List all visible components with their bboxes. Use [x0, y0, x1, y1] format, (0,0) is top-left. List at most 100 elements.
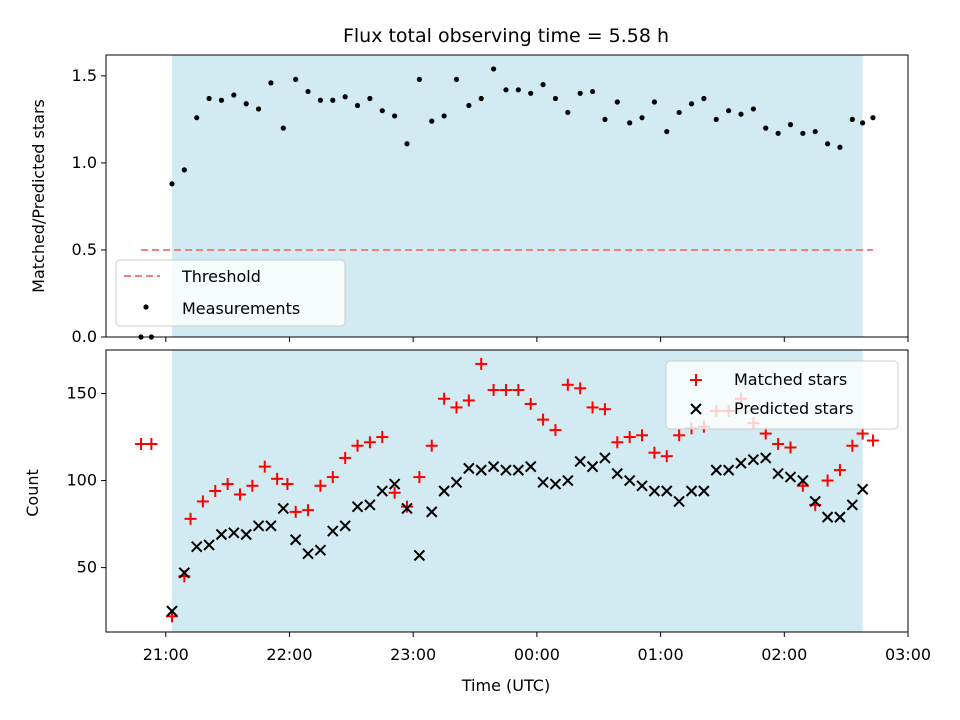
predicted-star-point — [525, 460, 537, 473]
x-axis-label: Time (UTC) — [461, 676, 550, 695]
measurement-point — [404, 141, 410, 147]
matched-star-point — [363, 436, 376, 449]
bottom-legend: Matched stars Predicted stars — [665, 360, 899, 430]
predicted-star-point — [438, 485, 450, 497]
predicted-star-point — [549, 478, 562, 490]
measurement-points — [138, 66, 876, 340]
measurement-point — [540, 81, 546, 88]
matched-star-point — [512, 384, 525, 397]
matched-star-point — [450, 401, 463, 414]
predicted-star-point — [376, 485, 388, 497]
predicted-star-point — [166, 605, 178, 617]
matched-star-point — [351, 439, 364, 452]
bottom-x-tick-label: 21:00 — [143, 645, 189, 664]
measurement-point — [589, 88, 596, 95]
matched-star-point — [821, 474, 834, 487]
predicted-star-point — [178, 567, 191, 579]
matched-star-point — [145, 438, 158, 450]
measurement-point — [206, 95, 212, 102]
predicted-star-point — [611, 467, 624, 480]
matched-star-point — [660, 450, 673, 463]
predicted-star-point — [834, 511, 846, 523]
bottom-x-tick-label: 03:00 — [885, 645, 931, 664]
predicted-star-point — [203, 539, 215, 551]
top-y-tick-label: 1.5 — [72, 66, 97, 85]
predicted-star-point — [475, 464, 487, 476]
matched-star-point — [425, 439, 438, 452]
chart-title: Flux total observing time = 5.58 h — [343, 25, 669, 47]
measurement-point — [800, 130, 806, 136]
predicted-star-point — [450, 476, 463, 489]
predicted-star-point — [327, 525, 339, 537]
bottom-y-axis-label: Count — [23, 469, 42, 517]
measurement-point — [416, 76, 422, 82]
measurement-point — [194, 115, 200, 121]
predicted-star-point — [722, 464, 735, 476]
legend-measurements: Measurements — [182, 299, 300, 318]
matched-star-point — [339, 451, 352, 464]
measurement-point — [849, 116, 855, 123]
measurement-point — [169, 181, 175, 187]
predicted-star-point — [735, 457, 747, 469]
legend-threshold: Threshold — [181, 267, 261, 286]
predicted-star-point — [685, 485, 698, 497]
measurement-point — [268, 80, 274, 86]
measurement-point — [664, 128, 670, 135]
measurement-point — [651, 99, 658, 105]
matched-star-point — [772, 438, 785, 450]
measurement-point — [812, 128, 818, 135]
predicted-star-point — [636, 480, 648, 492]
measurement-point — [750, 106, 756, 112]
predicted-star-point — [747, 453, 760, 466]
measurement-point — [528, 90, 534, 96]
matched-star-point — [413, 471, 426, 484]
top-y-tick-label: 0.5 — [72, 240, 97, 259]
predicted-star-point — [623, 474, 636, 487]
measurement-point — [466, 102, 472, 109]
legend-predicted: Predicted stars — [734, 399, 854, 418]
matched-star-point — [234, 488, 247, 501]
matched-star-point — [537, 413, 550, 426]
predicted-star-point — [401, 502, 413, 515]
predicted-star-point — [351, 500, 364, 513]
matched-star-point — [314, 479, 327, 492]
matched-star-point — [376, 431, 389, 444]
measurement-point — [763, 125, 769, 131]
predicted-star-point — [710, 464, 722, 476]
bottom-x-ticks: 21:00 22:00 23:00 00:00 01:00 02:00 03:00 — [143, 632, 931, 664]
predicted-star-point — [240, 528, 252, 541]
matched-star-point — [135, 438, 148, 450]
predicted-star-point — [191, 540, 203, 553]
measurement-point — [552, 95, 559, 102]
measurement-point — [231, 92, 237, 98]
matched-star-point — [462, 394, 475, 407]
matched-star-point — [759, 427, 772, 440]
top-x-ticks — [165, 337, 909, 342]
measurement-point — [342, 94, 348, 100]
measurement-point — [713, 116, 719, 123]
matched-star-point — [866, 434, 879, 447]
predicted-star-point — [537, 476, 549, 489]
bottom-x-tick-label: 23:00 — [390, 645, 436, 664]
predicted-star-point — [388, 478, 401, 490]
measurement-point — [614, 99, 620, 105]
matched-star-point — [549, 424, 562, 437]
bottom-y-tick-label: 150 — [66, 384, 97, 403]
measurement-point — [367, 95, 373, 102]
measurement-point — [775, 130, 781, 136]
measurement-point — [676, 109, 682, 116]
predicted-star-point — [487, 460, 500, 473]
measurement-point — [429, 118, 435, 124]
predicted-star-point — [252, 520, 265, 532]
predicted-star-point — [265, 520, 277, 532]
measurement-point — [639, 115, 645, 121]
measurement-point — [701, 95, 707, 102]
matched-star-point — [209, 485, 222, 497]
predicted-star-point — [586, 460, 599, 473]
matched-star-point — [438, 392, 451, 405]
predicted-star-point — [772, 467, 784, 480]
predicted-star-point — [673, 495, 685, 508]
measurement-point — [515, 87, 521, 93]
predicted-star-point — [846, 499, 859, 511]
